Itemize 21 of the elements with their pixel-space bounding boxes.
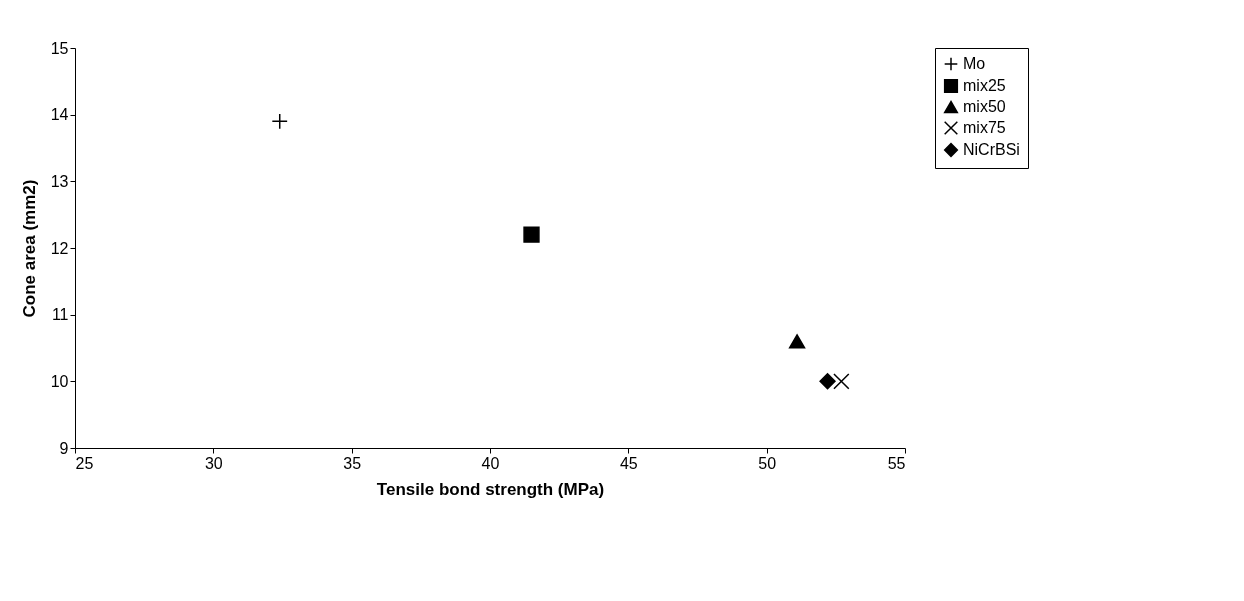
legend-label: Mo bbox=[963, 55, 986, 72]
y-tick-label: 14 bbox=[50, 106, 69, 124]
y-tick-label: 10 bbox=[50, 372, 69, 390]
y-tick-label: 11 bbox=[51, 306, 69, 324]
x-tick-label: 30 bbox=[204, 454, 223, 472]
x-tick-label: 55 bbox=[887, 454, 906, 472]
x-tick-label: 50 bbox=[758, 454, 777, 472]
y-tick-label: 9 bbox=[59, 439, 69, 457]
x-tick-label: 35 bbox=[343, 454, 362, 472]
x-tick-label: 25 bbox=[75, 454, 94, 472]
legend-label: mix25 bbox=[963, 77, 1006, 94]
legend-label: NiCrBSi bbox=[963, 141, 1020, 158]
legend-label: mix50 bbox=[963, 98, 1006, 115]
y-axis-title: Cone area (mm2) bbox=[19, 179, 39, 318]
y-tick-label: 12 bbox=[50, 239, 69, 257]
x-tick-label: 40 bbox=[481, 454, 500, 472]
x-axis-title: Tensile bond strength (MPa) bbox=[376, 479, 605, 499]
y-tick-label: 15 bbox=[50, 39, 69, 57]
y-tick-label: 13 bbox=[50, 172, 69, 190]
legend-label: mix75 bbox=[963, 119, 1006, 136]
x-tick-label: 45 bbox=[619, 454, 638, 472]
